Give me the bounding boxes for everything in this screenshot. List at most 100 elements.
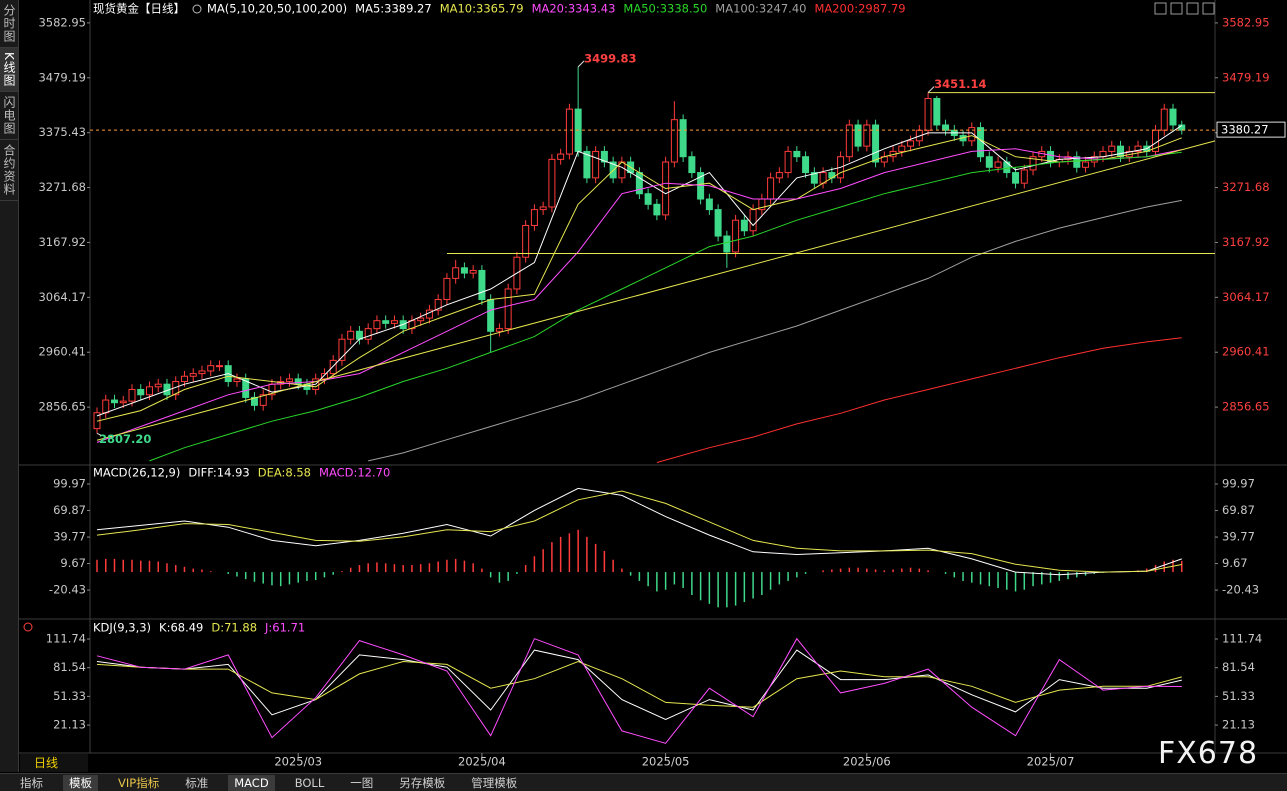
candle-body [705,198,713,211]
y-tick-label: 3582.95 [38,15,86,29]
series-line [96,649,1182,721]
y-tick-label: 69.87 [1222,503,1255,517]
y-tick-label: 39.77 [53,530,86,544]
toolbar-item[interactable]: 另存模板 [399,775,446,790]
candle-body [390,320,398,324]
y-tick-label: 3479.19 [38,70,86,84]
toolbar-item[interactable]: MACD [228,774,275,791]
toolbar-item[interactable]: 指标 [20,775,43,790]
toolbar-item[interactable]: 管理模板 [471,775,518,790]
y-tick-label: 3167.92 [1222,235,1270,249]
tab[interactable]: 合约资料 [0,140,18,201]
panel-title: 现货黄金【日线】 [93,2,185,16]
series-line [96,124,1183,417]
indicator-label: MA(5,10,20,50,100,200) [207,2,347,16]
candle-body [338,338,346,361]
candle-body [802,156,810,174]
candle-body [548,158,556,208]
toolbar-item[interactable]: 模板 [63,774,98,791]
candle-body [1082,161,1090,168]
high-label: 3451.14 [934,77,986,91]
candle-body [1160,108,1168,131]
candle-body [110,399,118,404]
candle-body [592,150,600,179]
toolbar-item[interactable]: VIP指标 [118,775,160,790]
y-tick-label: 3064.17 [38,290,86,304]
candle-body [382,320,390,324]
tab[interactable]: K线图 [0,48,18,92]
annotation-leader [927,86,935,93]
candle-body [968,127,976,142]
candle-body [1020,169,1028,184]
legend-entry: DEA:8.58 [258,466,311,480]
kdj-icon[interactable] [23,622,33,632]
candle-body [469,269,477,274]
candle-body [259,394,267,406]
candle-body [924,98,932,131]
candle-body [215,365,223,368]
candle-body [460,267,468,274]
tab[interactable]: 闪电图 [0,92,18,140]
legend-entry: K:68.49 [159,621,203,635]
icon[interactable] [1170,2,1183,15]
legend-entry: MA200:2987.79 [814,2,905,16]
sidebar: 分时图 K线图 闪电图 合约资料 [0,0,19,772]
icon[interactable] [1186,2,1199,15]
candle-body [933,98,941,126]
candle-body [977,127,985,158]
y-tick-label: 69.87 [53,503,86,517]
panel-title: MACD(26,12,9) [93,466,180,480]
annotation-leader [96,432,102,436]
candle-body [907,140,915,147]
y-tick-label: 3167.92 [38,235,86,249]
y-tick-label: 81.54 [53,660,86,674]
candle-body [417,317,425,322]
candle-body [102,399,110,414]
series-line [96,490,1182,573]
toolbar-item[interactable]: BOLL [294,775,325,790]
y-tick-label: 3271.68 [38,180,86,194]
y-tick-label: 21.13 [53,718,86,732]
candle-body [154,383,162,388]
x-tick-label: 2025/04 [458,755,506,769]
icon[interactable] [1202,2,1215,15]
y-tick-label: 111.74 [46,631,86,645]
candle-body [347,330,355,340]
y-tick-label: 3271.68 [1222,180,1270,194]
y-tick-label: 99.97 [1222,477,1255,491]
y-tick-label: 2856.65 [38,400,86,414]
candle-body [1169,108,1177,126]
candle-body [679,119,687,158]
last-price-box [1216,121,1286,138]
toolbar-item[interactable]: 标准 [185,775,209,790]
candle-body [565,108,573,155]
candle-body [749,209,757,232]
candle-body [854,124,862,147]
candle-body [653,203,661,216]
y-tick-label: 9.67 [1222,556,1248,570]
candle-body [119,400,127,404]
tab[interactable]: 分时图 [0,0,18,48]
candle-body [723,235,731,253]
y-tick-label: 3479.19 [1222,70,1270,84]
candle-body [845,124,853,158]
candle-body [242,378,250,398]
x-tick-label: 2025/05 [642,755,690,769]
candle-body [487,299,495,332]
candle-body [198,370,206,375]
toolbar-item[interactable]: 一图 [350,775,374,790]
candle-body [670,119,678,163]
candle-body [872,124,880,163]
period-label[interactable]: 日线 [20,754,88,772]
legend-entry: DIFF:14.93 [188,466,249,480]
candle-body [495,328,503,332]
candle-body [863,124,871,147]
y-tick-label: -20.43 [1222,583,1259,597]
y-tick-label: 3064.17 [1222,290,1270,304]
series-line [96,135,1182,422]
candle-body [600,150,608,163]
icon[interactable] [1154,2,1167,15]
series-line [96,148,1182,443]
